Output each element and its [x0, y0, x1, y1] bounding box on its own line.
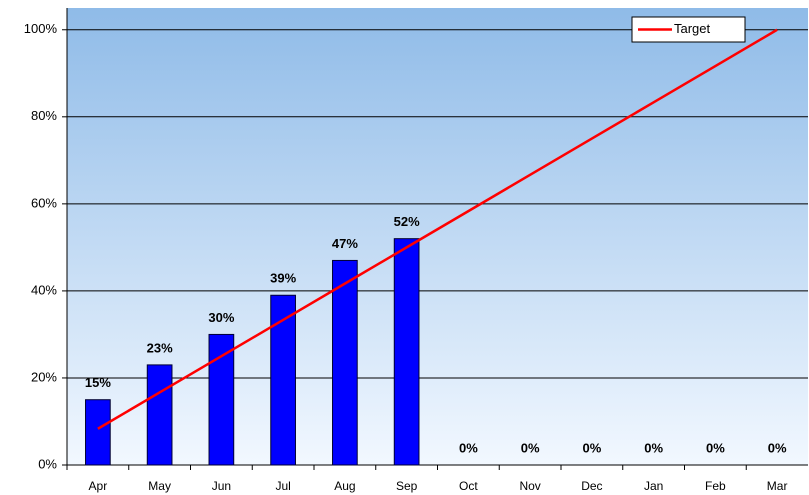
bar [332, 259, 358, 466]
y-tick-label: 80% [31, 108, 57, 123]
data-label: 39% [270, 271, 296, 286]
y-tick-label: 20% [31, 369, 57, 384]
x-tick-label: Sep [396, 479, 418, 493]
x-tick-label: Dec [581, 479, 602, 493]
data-label: 52% [394, 214, 420, 229]
y-tick-label: 60% [31, 195, 57, 210]
data-label: 0% [768, 440, 787, 455]
x-tick-label: Nov [519, 479, 540, 493]
data-label: 0% [644, 440, 663, 455]
y-tick-label: 40% [31, 282, 57, 297]
x-tick-label: Jul [275, 479, 290, 493]
bar [208, 333, 235, 466]
data-label: 15% [85, 375, 111, 390]
data-label: 23% [147, 340, 173, 355]
legend-label: Target [674, 21, 711, 36]
data-label: 47% [332, 236, 358, 251]
data-label: 0% [582, 440, 601, 455]
x-tick-label: Apr [89, 479, 108, 493]
bar [146, 364, 173, 466]
x-tick-label: Mar [767, 479, 788, 493]
data-label: 0% [521, 440, 540, 455]
y-tick-label: 100% [24, 21, 58, 36]
target-line [97, 28, 778, 430]
bar [85, 399, 111, 466]
y-tick-label: 0% [38, 456, 57, 471]
x-tick-label: Jan [644, 479, 663, 493]
data-label: 30% [208, 310, 234, 325]
x-tick-label: Aug [334, 479, 355, 493]
data-label: 0% [459, 440, 478, 455]
bar [393, 238, 420, 466]
x-tick-label: May [148, 479, 171, 493]
x-tick-label: Oct [459, 479, 478, 493]
x-tick-label: Feb [705, 479, 726, 493]
data-label: 0% [706, 440, 725, 455]
x-tick-label: Jun [212, 479, 231, 493]
